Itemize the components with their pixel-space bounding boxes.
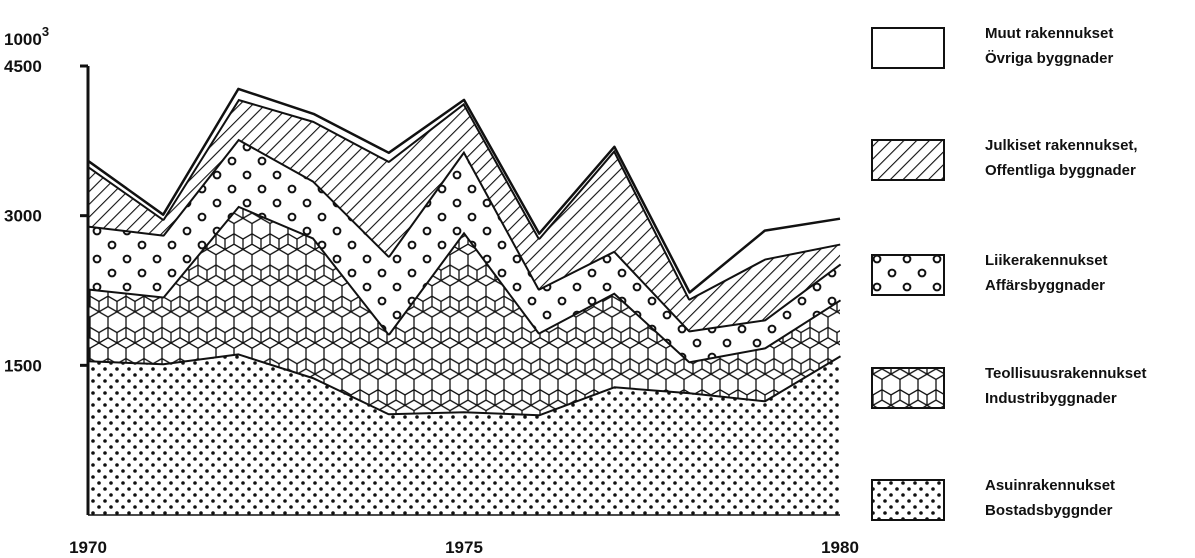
area-asuin (88, 353, 840, 515)
x-tick-label-1975: 1975 (445, 538, 483, 557)
area-teollisuus (88, 205, 840, 415)
legend-swatch-julkiset (871, 139, 945, 181)
legend: Muut rakennukset Övriga byggnader Julkiset… (871, 25, 1146, 521)
areas-layer (86, 87, 842, 515)
y-unit-label: 10003 (4, 24, 49, 49)
y-unit-base: 1000 (4, 30, 42, 49)
legend-swatch-muut (871, 27, 945, 69)
legend-swatch-liike (871, 254, 945, 296)
legend-label-julkiset-1: Julkiset rakennukset, (985, 137, 1138, 154)
area-liike (88, 138, 840, 362)
legend-label-muut-1: Muut rakennukset (985, 25, 1113, 42)
legend-label-liike-2: Affärsbyggnader (985, 277, 1105, 294)
legend-swatch-asuin (871, 479, 945, 521)
legend-label-teollisuus-2: Industribyggnader (985, 390, 1117, 407)
ticks-layer: 1500 3000 4500 1970 1975 1980 (4, 57, 859, 557)
y-unit-exponent: 3 (42, 24, 49, 39)
legend-label-asuin-1: Asuinrakennukset (985, 477, 1115, 494)
x-tick-label-1980: 1980 (821, 538, 859, 557)
y-tick-label-4500: 4500 (4, 57, 42, 76)
y-tick-label-3000: 3000 (4, 207, 42, 226)
legend-label-muut-2: Övriga byggnader (985, 50, 1114, 67)
x-tick-label-1970: 1970 (69, 538, 107, 557)
legend-swatch-teollisuus (871, 367, 945, 409)
legend-label-asuin-2: Bostadsbyggnder (985, 502, 1113, 519)
boundary-line-muut (87, 87, 841, 294)
legend-label-teollisuus-1: Teollisuusrakennukset (985, 365, 1146, 382)
area-julkiset (88, 98, 840, 331)
y-tick-label-1500: 1500 (4, 356, 42, 375)
legend-label-liike-1: Liikerakennukset (985, 252, 1108, 269)
legend-label-julkiset-2: Offentliga byggnader (985, 162, 1136, 179)
axes-layer (86, 66, 840, 516)
